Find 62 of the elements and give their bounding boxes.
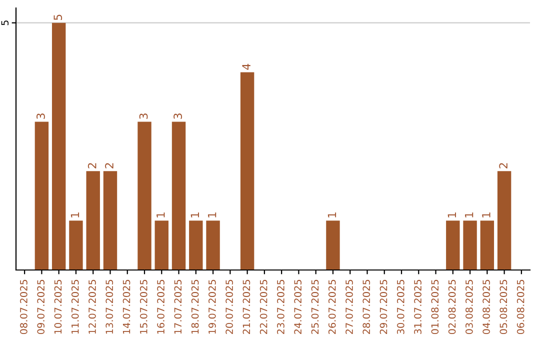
x-tick-label: 14.07.2025 xyxy=(122,280,130,334)
bar xyxy=(480,220,494,270)
bar xyxy=(103,171,118,270)
x-tick-label: 04.08.2025 xyxy=(482,280,490,334)
x-tick-label: 31.07.2025 xyxy=(414,280,422,334)
x-tick-label: 06.08.2025 xyxy=(516,280,524,334)
data-label: 1 xyxy=(190,212,199,218)
x-tick-label: 16.07.2025 xyxy=(157,280,164,334)
data-label: 1 xyxy=(328,212,336,218)
bar xyxy=(154,220,168,270)
bar xyxy=(206,220,220,270)
x-tick-label: 15.07.2025 xyxy=(140,280,148,334)
bar xyxy=(86,171,100,270)
x-tick-label: 27.07.2025 xyxy=(346,280,353,334)
x-tick-label: 11.07.2025 xyxy=(71,280,79,334)
bar xyxy=(326,220,340,270)
x-tick-label: 02.08.2025 xyxy=(448,280,456,334)
x-tick-label: 28.07.2025 xyxy=(362,280,370,334)
bar xyxy=(69,220,83,270)
bar xyxy=(240,72,254,270)
data-label: 2 xyxy=(88,163,96,168)
data-label: 3 xyxy=(174,114,182,119)
data-label: 1 xyxy=(156,212,165,218)
x-tick-label: 17.07.2025 xyxy=(174,280,182,334)
x-tick-label: 05.08.2025 xyxy=(500,280,508,334)
data-label: 1 xyxy=(208,212,216,218)
data-label: 1 xyxy=(465,212,474,218)
data-label: 1 xyxy=(70,212,80,218)
x-tick-label: 01.08.2025 xyxy=(431,280,439,334)
x-tick-label: 13.07.2025 xyxy=(106,280,114,334)
x-tick-label: 25.07.2025 xyxy=(311,280,319,334)
bar xyxy=(138,122,152,270)
x-tick-label: 23.07.2025 xyxy=(277,280,284,334)
data-label: 2 xyxy=(499,163,508,168)
data-label: 3 xyxy=(139,114,148,119)
x-tick-label: 21.07.2025 xyxy=(242,280,250,334)
x-tick-label: 09.07.2025 xyxy=(37,280,45,334)
x-tick-label: 18.07.2025 xyxy=(191,280,199,334)
x-tick-label: 10.07.2025 xyxy=(54,280,62,334)
bar xyxy=(34,122,49,270)
bar xyxy=(446,220,460,270)
x-tick-label: 26.07.2025 xyxy=(328,280,336,334)
x-tick-label: 29.07.2025 xyxy=(380,280,388,334)
data-label: 2 xyxy=(105,163,114,168)
data-label: 3 xyxy=(36,114,45,119)
x-tick-label: 03.08.2025 xyxy=(466,280,473,334)
bar xyxy=(497,171,512,270)
bar xyxy=(189,220,203,270)
x-tick-label: 08.07.2025 xyxy=(20,280,28,334)
x-tick-label: 24.07.2025 xyxy=(294,280,302,334)
data-label: 1 xyxy=(482,212,490,218)
data-label: 1 xyxy=(448,212,456,218)
data-label: 4 xyxy=(242,64,250,70)
bar xyxy=(463,220,477,270)
x-tick-label: 30.07.2025 xyxy=(396,280,404,334)
bar xyxy=(172,122,186,270)
bar xyxy=(52,22,66,270)
x-tick-label: 19.07.2025 xyxy=(208,280,216,334)
x-tick-label: 12.07.2025 xyxy=(88,280,96,334)
x-tick-label: 22.07.2025 xyxy=(260,280,268,334)
data-label: 5 xyxy=(54,14,62,20)
x-tick-label: 20.07.2025 xyxy=(226,280,233,334)
